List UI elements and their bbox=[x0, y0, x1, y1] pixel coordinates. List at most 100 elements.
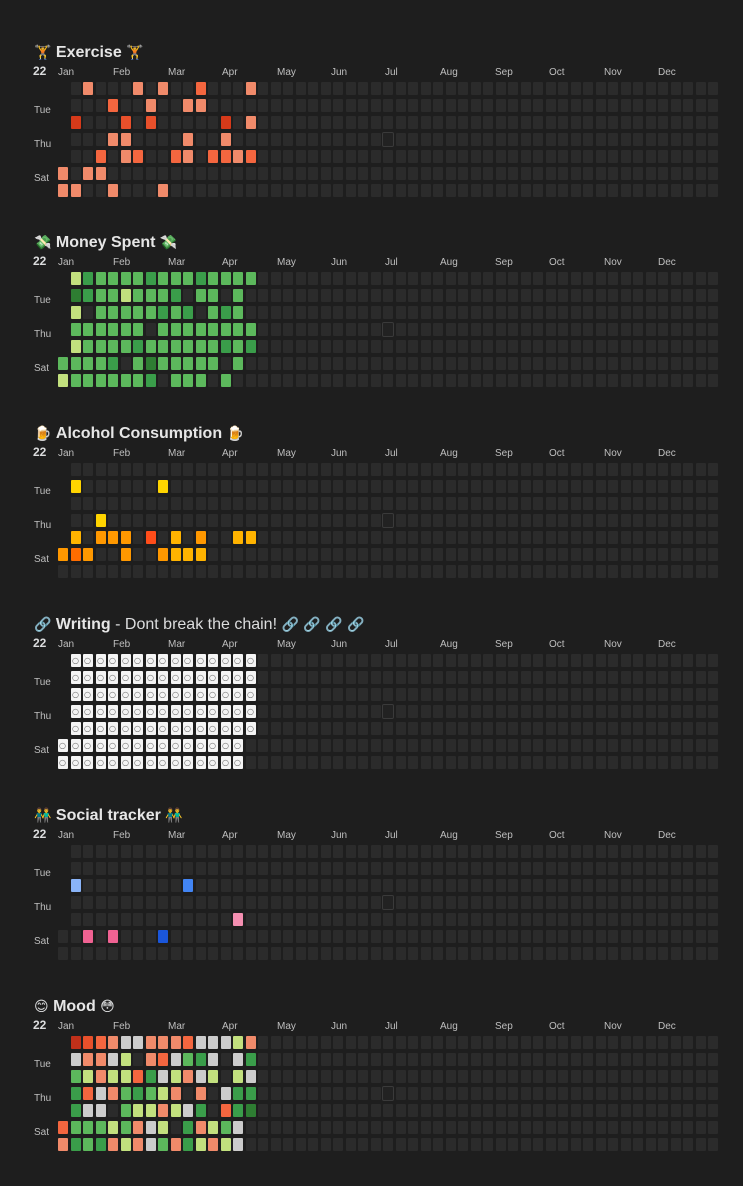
day-cell[interactable] bbox=[83, 99, 93, 112]
day-cell[interactable] bbox=[458, 548, 468, 561]
day-cell[interactable] bbox=[321, 150, 331, 163]
day-cell[interactable] bbox=[671, 1104, 681, 1117]
day-cell[interactable] bbox=[696, 1036, 706, 1049]
day-cell[interactable]: ○ bbox=[171, 722, 181, 735]
day-cell[interactable] bbox=[271, 671, 281, 684]
day-cell[interactable] bbox=[308, 565, 318, 578]
day-cell[interactable] bbox=[621, 1087, 631, 1100]
day-cell[interactable] bbox=[346, 654, 356, 667]
day-cell[interactable] bbox=[533, 374, 543, 387]
day-cell[interactable] bbox=[196, 548, 206, 561]
day-cell[interactable] bbox=[121, 82, 131, 95]
day-cell[interactable] bbox=[483, 947, 493, 960]
day-cell[interactable] bbox=[258, 480, 268, 493]
day-cell[interactable] bbox=[608, 480, 618, 493]
day-cell[interactable] bbox=[146, 1070, 156, 1083]
day-cell[interactable] bbox=[683, 913, 693, 926]
day-cell[interactable] bbox=[446, 705, 456, 718]
day-cell[interactable] bbox=[583, 1036, 593, 1049]
today-cell[interactable] bbox=[382, 513, 394, 528]
day-cell[interactable] bbox=[396, 671, 406, 684]
day-cell[interactable] bbox=[433, 1121, 443, 1134]
day-cell[interactable] bbox=[546, 99, 556, 112]
day-cell[interactable] bbox=[496, 1121, 506, 1134]
day-cell[interactable] bbox=[496, 514, 506, 527]
day-cell[interactable] bbox=[283, 272, 293, 285]
day-cell[interactable] bbox=[546, 756, 556, 769]
day-cell[interactable] bbox=[296, 1053, 306, 1066]
day-cell[interactable] bbox=[308, 879, 318, 892]
day-cell[interactable] bbox=[521, 531, 531, 544]
day-cell[interactable] bbox=[508, 1121, 518, 1134]
day-cell[interactable] bbox=[708, 1070, 718, 1083]
day-cell[interactable] bbox=[621, 116, 631, 129]
day-cell[interactable] bbox=[596, 548, 606, 561]
day-cell[interactable] bbox=[608, 514, 618, 527]
day-cell[interactable] bbox=[658, 565, 668, 578]
day-cell[interactable] bbox=[221, 480, 231, 493]
day-cell[interactable] bbox=[233, 1070, 243, 1083]
day-cell[interactable] bbox=[558, 1070, 568, 1083]
day-cell[interactable] bbox=[708, 1036, 718, 1049]
day-cell[interactable] bbox=[146, 289, 156, 302]
day-cell[interactable] bbox=[633, 1053, 643, 1066]
day-cell[interactable] bbox=[258, 150, 268, 163]
day-cell[interactable] bbox=[621, 548, 631, 561]
day-cell[interactable] bbox=[696, 272, 706, 285]
day-cell[interactable] bbox=[483, 1138, 493, 1151]
day-cell[interactable] bbox=[608, 913, 618, 926]
day-cell[interactable] bbox=[346, 272, 356, 285]
day-cell[interactable] bbox=[371, 497, 381, 510]
day-cell[interactable] bbox=[558, 947, 568, 960]
day-cell[interactable] bbox=[558, 739, 568, 752]
day-cell[interactable] bbox=[433, 1104, 443, 1117]
day-cell[interactable]: ○ bbox=[108, 654, 118, 667]
day-cell[interactable] bbox=[258, 116, 268, 129]
day-cell[interactable] bbox=[121, 1104, 131, 1117]
day-cell[interactable] bbox=[246, 896, 256, 909]
day-cell[interactable] bbox=[108, 514, 118, 527]
day-cell[interactable] bbox=[646, 1121, 656, 1134]
day-cell[interactable] bbox=[583, 306, 593, 319]
day-cell[interactable] bbox=[621, 1104, 631, 1117]
day-cell[interactable] bbox=[571, 357, 581, 370]
day-cell[interactable] bbox=[58, 565, 68, 578]
day-cell[interactable] bbox=[683, 756, 693, 769]
day-cell[interactable] bbox=[458, 756, 468, 769]
day-cell[interactable] bbox=[708, 654, 718, 667]
day-cell[interactable] bbox=[471, 688, 481, 701]
day-cell[interactable]: ○ bbox=[196, 654, 206, 667]
day-cell[interactable] bbox=[408, 722, 418, 735]
day-cell[interactable] bbox=[396, 463, 406, 476]
day-cell[interactable] bbox=[583, 654, 593, 667]
day-cell[interactable] bbox=[246, 306, 256, 319]
day-cell[interactable] bbox=[408, 688, 418, 701]
day-cell[interactable] bbox=[696, 150, 706, 163]
day-cell[interactable] bbox=[621, 896, 631, 909]
day-cell[interactable] bbox=[696, 1053, 706, 1066]
day-cell[interactable] bbox=[658, 739, 668, 752]
day-cell[interactable] bbox=[146, 357, 156, 370]
day-cell[interactable] bbox=[471, 930, 481, 943]
day-cell[interactable] bbox=[371, 548, 381, 561]
day-cell[interactable] bbox=[396, 1053, 406, 1066]
day-cell[interactable] bbox=[521, 705, 531, 718]
day-cell[interactable] bbox=[333, 565, 343, 578]
day-cell[interactable] bbox=[208, 514, 218, 527]
day-cell[interactable] bbox=[121, 99, 131, 112]
day-cell[interactable] bbox=[371, 323, 381, 336]
day-cell[interactable] bbox=[196, 463, 206, 476]
day-cell[interactable] bbox=[508, 306, 518, 319]
day-cell[interactable] bbox=[533, 947, 543, 960]
day-cell[interactable] bbox=[96, 913, 106, 926]
day-cell[interactable] bbox=[671, 150, 681, 163]
day-cell[interactable] bbox=[96, 167, 106, 180]
day-cell[interactable] bbox=[683, 879, 693, 892]
day-cell[interactable] bbox=[296, 756, 306, 769]
day-cell[interactable] bbox=[258, 1070, 268, 1083]
day-cell[interactable] bbox=[296, 671, 306, 684]
day-cell[interactable] bbox=[458, 463, 468, 476]
day-cell[interactable] bbox=[508, 340, 518, 353]
day-cell[interactable] bbox=[658, 531, 668, 544]
day-cell[interactable] bbox=[583, 150, 593, 163]
